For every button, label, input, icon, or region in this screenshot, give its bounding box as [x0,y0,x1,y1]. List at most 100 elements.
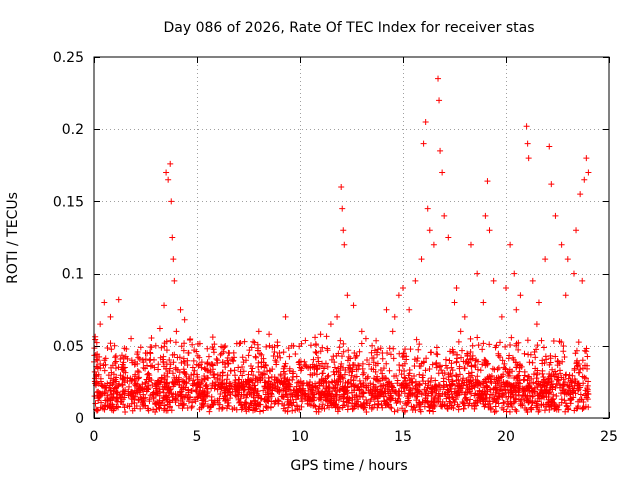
noise-point [239,383,246,390]
data-point [453,285,460,292]
noise-point [356,348,363,355]
noise-point [125,388,132,395]
data-point [165,176,172,183]
noise-point [219,377,226,384]
noise-point [372,384,379,391]
noise-point [299,386,306,393]
noise-point [134,367,141,374]
noise-point [574,404,581,411]
noise-point [259,375,266,382]
data-point [168,198,175,205]
noise-point [224,372,231,379]
noise-point [425,390,432,397]
y-tick-label: 0 [75,411,84,427]
noise-point [248,368,255,375]
noise-point [129,407,136,414]
noise-point [240,393,247,400]
noise-point [503,379,510,386]
noise-point [155,361,162,368]
data-point [503,285,509,292]
noise-point [200,396,207,403]
noise-point [545,375,552,382]
noise-point [101,367,108,374]
noise-point [336,375,343,382]
noise-point [471,384,478,391]
noise-point [497,339,504,346]
noise-point [343,387,350,394]
x-tick-labels: 0 5 10 15 20 25 [90,429,618,445]
noise-point [521,368,528,375]
noise-point [315,358,322,365]
noise-point [355,366,362,373]
data-point [173,328,180,335]
noise-point [190,377,197,384]
noise-point [122,386,129,393]
noise-point [269,366,276,373]
noise-point [357,380,364,387]
noise-point [100,383,107,390]
noise-point [298,365,305,372]
noise-point [366,389,373,396]
noise-point [197,384,204,391]
noise-point [396,350,403,357]
data-point [552,212,559,219]
noise-point [196,354,203,361]
noise-point [320,378,327,385]
noise-point [450,349,457,356]
data-point [535,299,542,306]
noise-point [456,363,463,370]
noise-point [262,361,269,368]
noise-point [104,380,111,387]
noise-point [185,349,192,356]
noise-point [191,367,198,374]
noise-point [511,384,518,391]
noise-point [466,386,473,393]
noise-point [386,345,393,352]
noise-point [222,389,229,396]
noise-point [226,350,233,357]
noise-point [391,408,398,415]
noise-point [196,406,203,413]
data-point [204,345,211,352]
noise-point [301,390,308,397]
noise-point [337,373,344,380]
noise-point [300,380,307,387]
noise-point [331,395,338,402]
noise-point [367,386,374,393]
noise-point [502,343,509,350]
noise-point [444,386,451,393]
noise-point [303,363,310,370]
data-point [507,241,514,248]
noise-point [468,372,475,379]
noise-point [112,354,119,361]
y-tick-label: 0.25 [53,50,84,66]
noise-point [241,386,248,393]
noise-point [271,374,278,381]
y-tick-label: 0.1 [62,267,84,283]
noise-point [386,367,393,374]
noise-point [241,399,248,406]
noise-point [219,369,226,376]
noise-point [313,342,320,349]
noise-point [246,347,253,354]
noise-point [371,387,378,394]
noise-point [176,369,183,376]
noise-point [155,366,162,373]
noise-point [169,370,176,377]
data-point [177,306,184,313]
noise-point [285,345,292,352]
noise-point [356,377,363,384]
noise-point [429,361,436,368]
noise-point [107,397,114,404]
noise-point [523,406,530,413]
noise-point [552,353,559,360]
noise-point [158,344,165,351]
noise-point [185,394,192,401]
noise-point [416,371,423,378]
noise-point [498,387,505,394]
noise-point [554,376,561,383]
noise-point [430,408,437,415]
data-point [486,227,493,234]
noise-point [188,372,195,379]
noise-point [202,366,209,373]
